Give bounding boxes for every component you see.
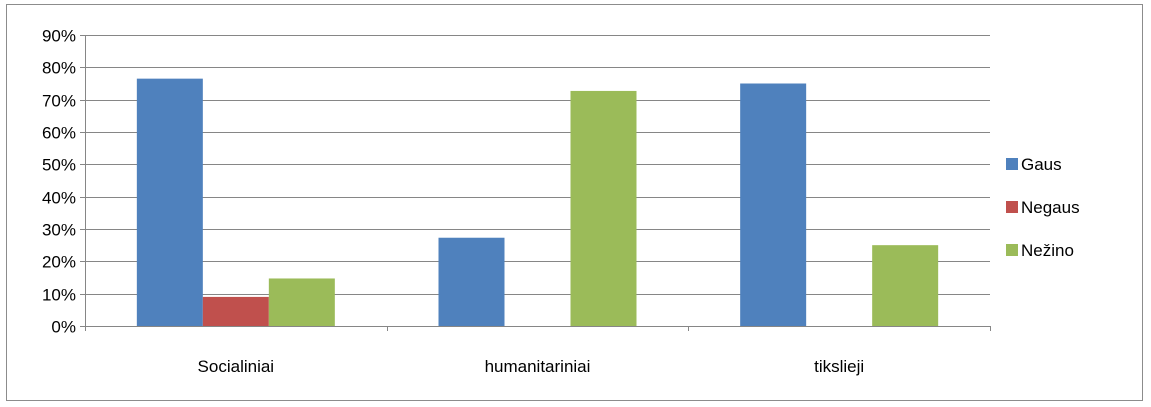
legend-label-gaus: Gaus xyxy=(1021,155,1062,174)
legend-label-nežino: Nežino xyxy=(1021,241,1074,260)
y-tick-label: 90% xyxy=(42,27,76,46)
x-tick-label: Socialiniai xyxy=(198,357,275,376)
y-tick-label: 50% xyxy=(42,156,76,175)
bar-nežino-tikslieji xyxy=(872,245,939,326)
x-tick-labels: Socialiniai humanitariniai tikslieji xyxy=(198,357,865,376)
y-tick-label: 70% xyxy=(42,92,76,111)
y-tick-label: 0% xyxy=(51,318,76,337)
bar-nežino-humanitariniai xyxy=(570,90,637,326)
legend-label-negaus: Negaus xyxy=(1021,198,1080,217)
bar-nežino-socialiniai xyxy=(268,278,335,326)
x-tick-label: tikslieji xyxy=(814,357,864,376)
x-tick-label: humanitariniai xyxy=(485,357,591,376)
legend-swatch-nežino xyxy=(1006,244,1018,256)
legend-swatch-gaus xyxy=(1006,158,1018,170)
bars xyxy=(136,78,939,327)
y-tick-labels: 0% 10% 20% 30% 40% 50% 60% 70% 80% 90% xyxy=(42,27,76,337)
y-tick-label: 20% xyxy=(42,253,76,272)
legend: Gaus Negaus Nežino xyxy=(1006,155,1080,260)
bar-gaus-humanitariniai xyxy=(438,237,505,326)
bar-gaus-socialiniai xyxy=(136,78,203,327)
axes xyxy=(80,35,991,331)
y-tick-label: 60% xyxy=(42,124,76,143)
y-tick-label: 80% xyxy=(42,59,76,78)
y-tick-label: 10% xyxy=(42,286,76,305)
gridlines xyxy=(85,35,990,295)
y-tick-label: 40% xyxy=(42,189,76,208)
bar-gaus-tikslieji xyxy=(740,83,807,326)
bar-negaus-socialiniai xyxy=(202,296,269,326)
y-tick-label: 30% xyxy=(42,221,76,240)
legend-swatch-negaus xyxy=(1006,201,1018,213)
